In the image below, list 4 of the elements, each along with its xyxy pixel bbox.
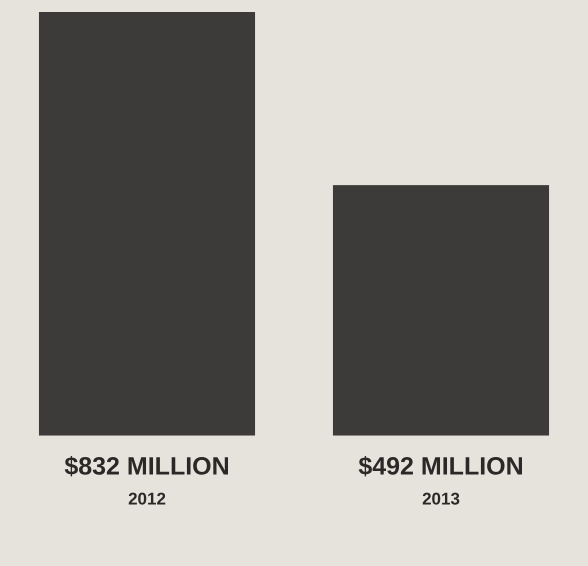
data-label: $492 MILLION: [358, 452, 524, 480]
data-label: $832 MILLION: [64, 452, 230, 480]
x-tick-label: 2012: [128, 489, 166, 508]
x-tick-label: 2013: [422, 489, 460, 508]
